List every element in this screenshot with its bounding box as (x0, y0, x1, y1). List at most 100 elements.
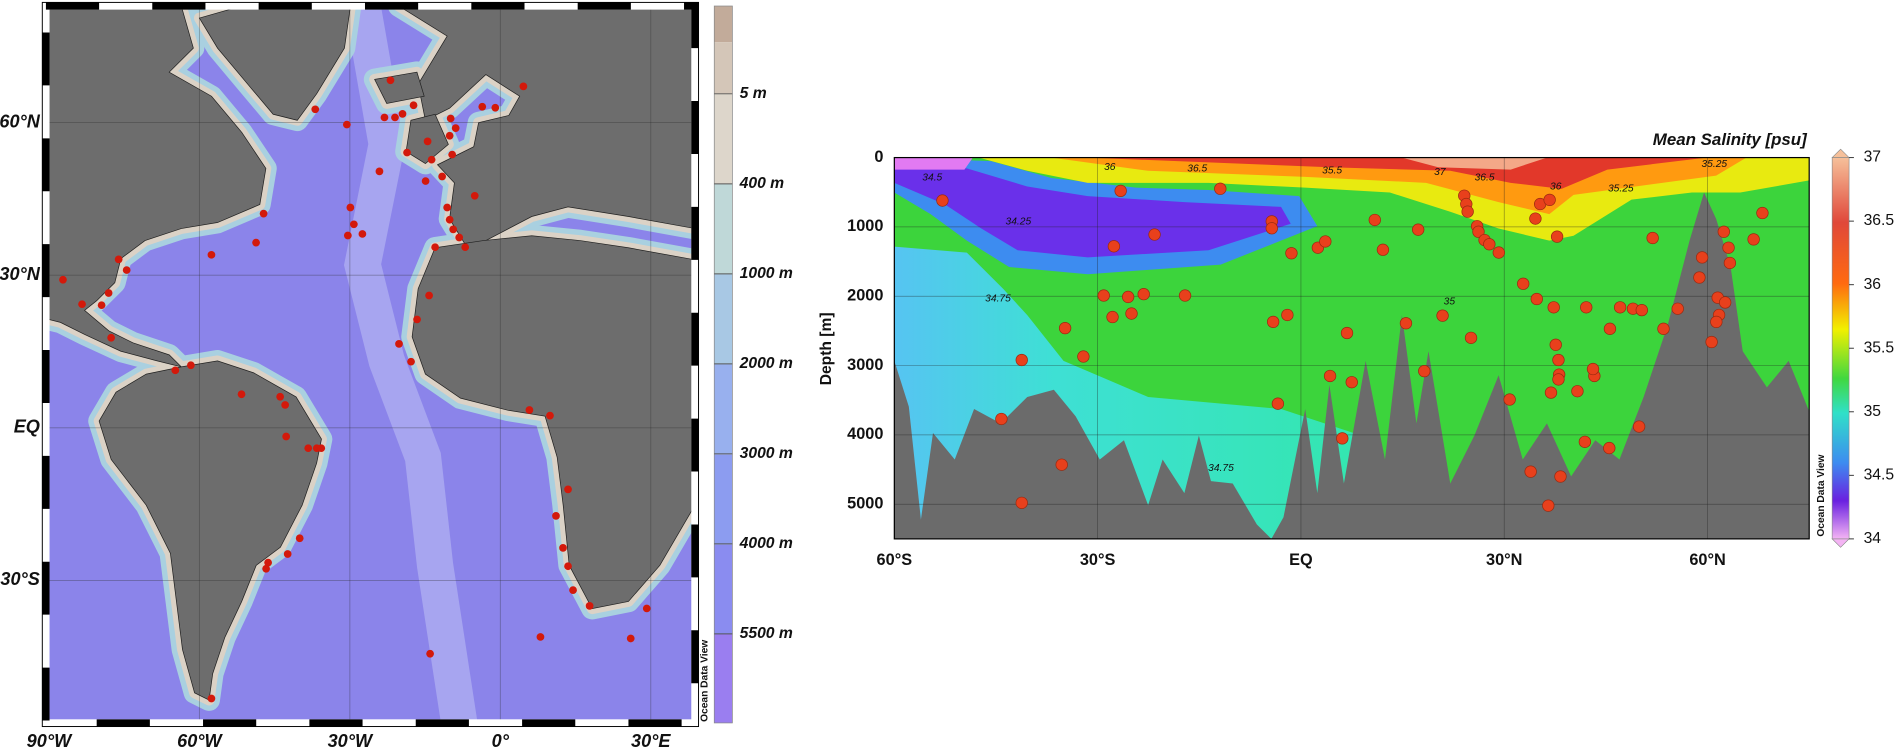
station (252, 238, 260, 247)
contour-label: 36 (1550, 181, 1562, 192)
station (1281, 308, 1294, 322)
y-tick-label: 3000 (847, 356, 883, 374)
contour-label: 34.75 (985, 294, 1011, 305)
x-tick-label: 30°N (1486, 551, 1522, 569)
station (1552, 373, 1565, 386)
station (421, 177, 430, 185)
station (413, 315, 421, 324)
colorbar-label: 36 (1864, 276, 1882, 293)
station (1107, 240, 1121, 253)
station (564, 562, 572, 571)
station (1472, 225, 1485, 238)
station (569, 586, 577, 594)
station (1319, 235, 1332, 248)
station (1756, 206, 1769, 220)
station (1543, 193, 1556, 207)
station (317, 444, 326, 453)
station (1657, 322, 1670, 335)
contour-label: 35.5 (1322, 165, 1342, 176)
ridge (343, 6, 478, 723)
salinity-field (894, 163, 1291, 258)
station (1635, 303, 1648, 317)
station (1323, 369, 1337, 383)
station (1549, 338, 1562, 351)
station (1580, 301, 1593, 314)
station (97, 301, 106, 310)
station (1530, 292, 1543, 306)
contour-label: 34.75 (1208, 463, 1234, 474)
station (1015, 353, 1028, 367)
station (461, 243, 470, 252)
y-axis-label: Depth [m] (818, 312, 835, 385)
colorbar-label: 35.5 (1864, 339, 1895, 356)
station (187, 361, 195, 370)
station (1529, 212, 1542, 225)
station (342, 120, 351, 129)
watermark: Ocean Data View (699, 640, 710, 722)
station (1524, 465, 1537, 478)
station (1603, 322, 1617, 335)
station (1418, 364, 1431, 378)
station (626, 634, 635, 643)
colorbar-label: 34 (1864, 530, 1882, 547)
station (431, 243, 439, 252)
colorbar-label: 35 (1864, 403, 1882, 420)
station (536, 633, 545, 641)
station (122, 266, 131, 274)
x-tick-label: 90°W (27, 731, 73, 751)
x-tick-label: 60°N (1689, 551, 1725, 569)
map-area (45, 6, 695, 723)
station (1285, 247, 1298, 260)
station (1464, 331, 1478, 344)
station (207, 250, 216, 259)
station (546, 411, 554, 420)
station (1492, 246, 1505, 259)
station (1121, 290, 1135, 304)
station (445, 215, 454, 224)
station (264, 558, 272, 567)
colorbar-label: 5500 m (740, 625, 793, 642)
station (395, 340, 403, 348)
x-tick-label: 30°W (328, 731, 374, 751)
station (1552, 353, 1565, 367)
station (1055, 458, 1068, 471)
station (295, 534, 304, 543)
station (585, 602, 594, 610)
contour-label: 35.25 (1701, 159, 1727, 170)
colorbar-label: 34.5 (1864, 466, 1895, 483)
y-tick-label: 4000 (847, 425, 883, 443)
y-tick-label: 0 (874, 148, 883, 166)
station (995, 412, 1008, 426)
station (398, 110, 407, 118)
station (1436, 309, 1449, 322)
salinity-field (1401, 157, 1547, 170)
station (1578, 435, 1592, 448)
station (491, 103, 500, 112)
station (1214, 182, 1227, 195)
salinity-field (1087, 157, 1707, 189)
station (107, 333, 115, 342)
station (346, 203, 355, 212)
colorbar-label: 1000 m (740, 265, 793, 282)
station (1705, 335, 1718, 349)
station (1710, 315, 1723, 329)
station (1632, 420, 1646, 433)
station (1461, 205, 1474, 218)
station (470, 191, 479, 200)
station (1376, 243, 1390, 256)
colorbar-label: 4000 m (739, 535, 793, 552)
station (304, 444, 313, 453)
salinity-field (894, 157, 973, 170)
y-tick-label: 30°N (0, 264, 41, 284)
station (552, 511, 560, 520)
station (1106, 310, 1119, 324)
station (1613, 301, 1627, 314)
station (519, 82, 528, 91)
station (1266, 315, 1280, 329)
colorbar-label: 400 m (739, 175, 785, 192)
x-tick-label: 0° (492, 731, 510, 751)
station (1747, 233, 1760, 246)
contour-label: 36 (1104, 162, 1116, 173)
station (1336, 432, 1349, 445)
